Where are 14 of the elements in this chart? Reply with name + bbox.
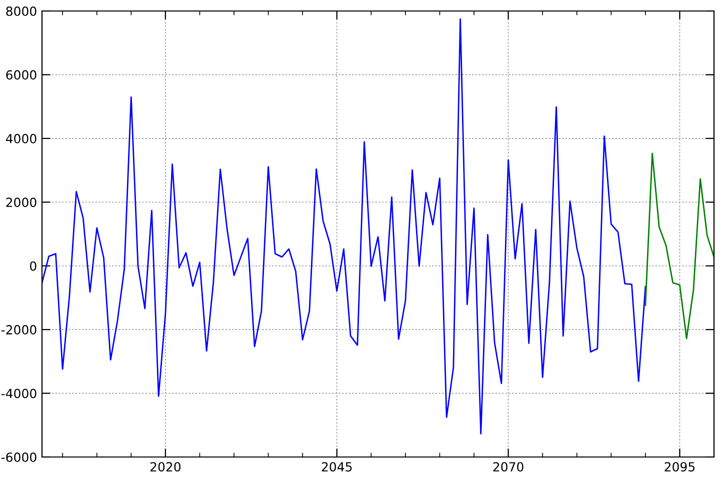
line-series	[644, 152, 714, 340]
x-tick-label: 2095	[664, 462, 695, 472]
line-series	[42, 18, 646, 434]
y-tick-label: 4000	[6, 134, 36, 144]
x-tick-label: 2070	[493, 462, 524, 472]
y-tick-label: 8000	[6, 6, 36, 16]
x-tick-label: 2045	[322, 462, 352, 472]
y-tick-label: 2000	[6, 198, 36, 208]
y-tick-label: -6000	[1, 452, 36, 462]
x-tick-label: 2020	[150, 462, 181, 472]
y-tick-label: 6000	[6, 70, 36, 80]
y-tick-label: 0	[30, 261, 36, 271]
y-tick-label: -2000	[1, 325, 36, 334]
y-tick-label: -4000	[1, 388, 36, 398]
